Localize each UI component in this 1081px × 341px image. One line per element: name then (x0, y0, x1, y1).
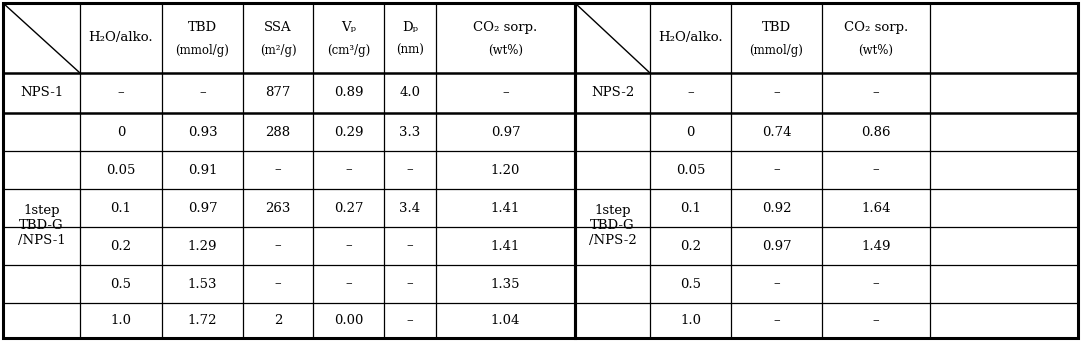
Text: Vₚ: Vₚ (341, 21, 356, 34)
Text: 1.0: 1.0 (680, 314, 700, 327)
Text: 0.00: 0.00 (334, 314, 363, 327)
Text: 263: 263 (265, 202, 291, 214)
Text: H₂O/alko.: H₂O/alko. (89, 31, 154, 44)
Text: 0.97: 0.97 (491, 125, 520, 138)
Text: 877: 877 (265, 87, 291, 100)
Text: –: – (345, 278, 351, 291)
Text: –: – (503, 87, 509, 100)
Text: 0.97: 0.97 (188, 202, 217, 214)
Text: 1.49: 1.49 (862, 239, 891, 252)
Text: 0.5: 0.5 (110, 278, 132, 291)
Text: 0.05: 0.05 (106, 163, 136, 177)
Text: 0.91: 0.91 (188, 163, 217, 177)
Text: NPS-1: NPS-1 (19, 87, 63, 100)
Bar (3, 3, 575, 338)
Text: 0.93: 0.93 (188, 125, 217, 138)
Text: 0.2: 0.2 (680, 239, 700, 252)
Text: –: – (872, 163, 879, 177)
Text: 0: 0 (686, 125, 695, 138)
Text: 0.29: 0.29 (334, 125, 363, 138)
Text: 0.86: 0.86 (862, 125, 891, 138)
Text: 3.4: 3.4 (400, 202, 421, 214)
Text: 0: 0 (117, 125, 125, 138)
Text: 1.64: 1.64 (862, 202, 891, 214)
Text: 0.27: 0.27 (334, 202, 363, 214)
Text: 1.0: 1.0 (110, 314, 132, 327)
Text: 0.2: 0.2 (110, 239, 132, 252)
Text: TBD: TBD (762, 21, 791, 34)
Text: –: – (406, 163, 413, 177)
Text: 0.1: 0.1 (680, 202, 700, 214)
Text: –: – (275, 163, 281, 177)
Text: 0.5: 0.5 (680, 278, 700, 291)
Text: –: – (345, 239, 351, 252)
Text: –: – (406, 314, 413, 327)
Text: 1.04: 1.04 (491, 314, 520, 327)
Text: –: – (688, 87, 694, 100)
Text: –: – (406, 239, 413, 252)
Text: 0.1: 0.1 (110, 202, 132, 214)
Text: CO₂ sorp.: CO₂ sorp. (473, 21, 537, 34)
Text: 0.97: 0.97 (762, 239, 791, 252)
Text: (m²/g): (m²/g) (259, 44, 296, 57)
Text: 2: 2 (273, 314, 282, 327)
Text: 1.72: 1.72 (188, 314, 217, 327)
Text: 1.20: 1.20 (491, 163, 520, 177)
Text: (wt%): (wt%) (858, 44, 894, 57)
Text: 1step
TBD-G
/NPS-1: 1step TBD-G /NPS-1 (17, 204, 65, 247)
Text: 4.0: 4.0 (400, 87, 421, 100)
Text: –: – (872, 87, 879, 100)
Text: TBD: TBD (188, 21, 217, 34)
Text: –: – (345, 163, 351, 177)
Text: –: – (275, 239, 281, 252)
Text: 288: 288 (266, 125, 291, 138)
Text: (mmol/g): (mmol/g) (749, 44, 803, 57)
Text: –: – (872, 278, 879, 291)
Text: –: – (872, 314, 879, 327)
Text: –: – (773, 163, 779, 177)
Text: (mmol/g): (mmol/g) (175, 44, 229, 57)
Text: –: – (406, 278, 413, 291)
Text: –: – (773, 278, 779, 291)
Text: (nm): (nm) (396, 44, 424, 57)
Text: 1step
TBD-G
/NPS-2: 1step TBD-G /NPS-2 (589, 204, 637, 247)
Text: 1.41: 1.41 (491, 239, 520, 252)
Text: 1.29: 1.29 (188, 239, 217, 252)
Text: 1.41: 1.41 (491, 202, 520, 214)
Text: NPS-2: NPS-2 (591, 87, 635, 100)
Text: –: – (118, 87, 124, 100)
Text: 0.92: 0.92 (762, 202, 791, 214)
Bar (575, 3, 1078, 338)
Text: –: – (773, 314, 779, 327)
Text: –: – (773, 87, 779, 100)
Text: H₂O/alko.: H₂O/alko. (658, 31, 723, 44)
Text: Dₚ: Dₚ (402, 21, 418, 34)
Text: –: – (199, 87, 205, 100)
Text: (wt%): (wt%) (488, 44, 523, 57)
Text: 3.3: 3.3 (399, 125, 421, 138)
Text: SSA: SSA (264, 21, 292, 34)
Text: 0.74: 0.74 (762, 125, 791, 138)
Text: 1.35: 1.35 (491, 278, 520, 291)
Text: (cm³/g): (cm³/g) (326, 44, 370, 57)
Text: –: – (275, 278, 281, 291)
Text: CO₂ sorp.: CO₂ sorp. (844, 21, 908, 34)
Text: 0.89: 0.89 (334, 87, 363, 100)
Text: 1.53: 1.53 (188, 278, 217, 291)
Text: 0.05: 0.05 (676, 163, 705, 177)
